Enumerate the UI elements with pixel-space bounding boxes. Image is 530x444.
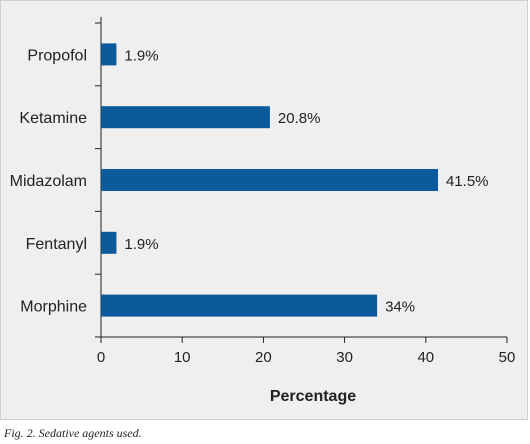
chart-panel: 0 10 20 30 40 50 Propofol 1.9% Ketamine 20.8% Mid… [0, 0, 528, 420]
x-tick-label: 0 [97, 349, 105, 366]
bar-ketamine [101, 106, 270, 129]
x-tick-label: 40 [417, 349, 434, 366]
bar-fentanyl [101, 231, 117, 254]
x-axis-title: Percentage [270, 388, 356, 405]
bars [101, 43, 438, 317]
x-tick-label: 20 [255, 349, 272, 366]
data-label: 1.9% [124, 47, 158, 64]
x-tick-label: 50 [499, 349, 516, 366]
x-tick-label: 10 [174, 349, 191, 366]
x-tick-label: 30 [336, 349, 353, 366]
data-label: 1.9% [124, 236, 158, 253]
bar-chart: 0 10 20 30 40 50 Propofol 1.9% Ketamine 20.8% Mid… [10, 17, 515, 405]
labels: Propofol 1.9% Ketamine 20.8% Midazolam 41.5% F… [10, 47, 489, 315]
category-label: Midazolam [10, 173, 87, 190]
bar-midazolam [101, 169, 438, 191]
data-label: 41.5% [446, 173, 489, 190]
data-label: 20.8% [278, 110, 321, 127]
figure-caption: Fig. 2. Sedative agents used. [4, 426, 142, 440]
category-label: Fentanyl [26, 236, 87, 253]
category-label: Morphine [20, 299, 87, 316]
category-label: Ketamine [19, 110, 87, 127]
bar-morphine [101, 294, 378, 317]
axes: 0 10 20 30 40 50 [95, 17, 515, 366]
category-label: Propofol [27, 47, 87, 64]
data-label: 34% [385, 299, 415, 316]
bar-propofol [101, 43, 117, 66]
